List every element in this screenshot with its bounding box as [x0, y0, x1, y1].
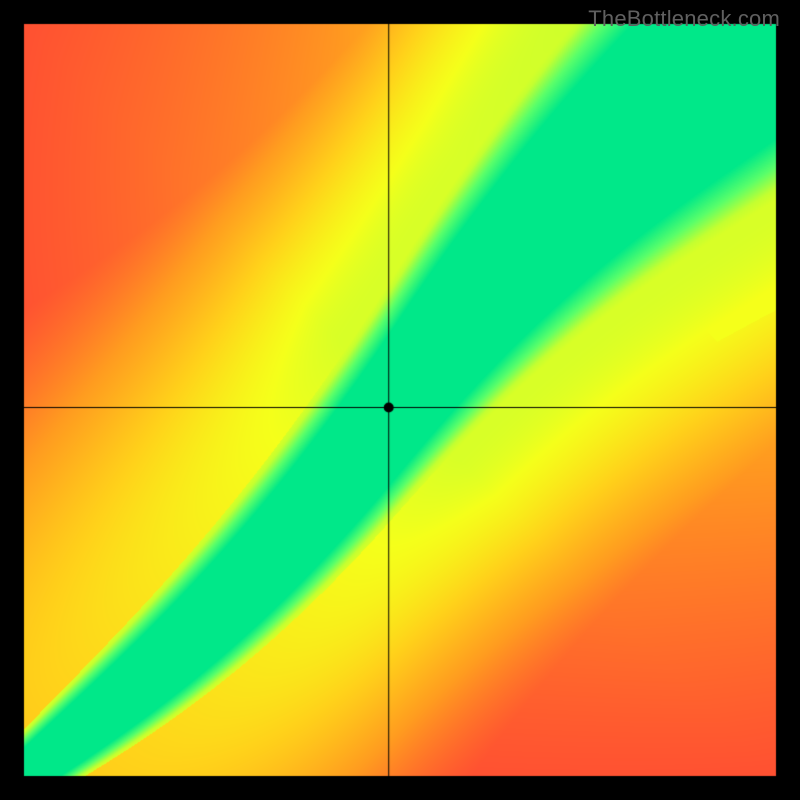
chart-container: TheBottleneck.com [0, 0, 800, 800]
watermark-text: TheBottleneck.com [588, 6, 780, 32]
heatmap-canvas [0, 0, 800, 800]
